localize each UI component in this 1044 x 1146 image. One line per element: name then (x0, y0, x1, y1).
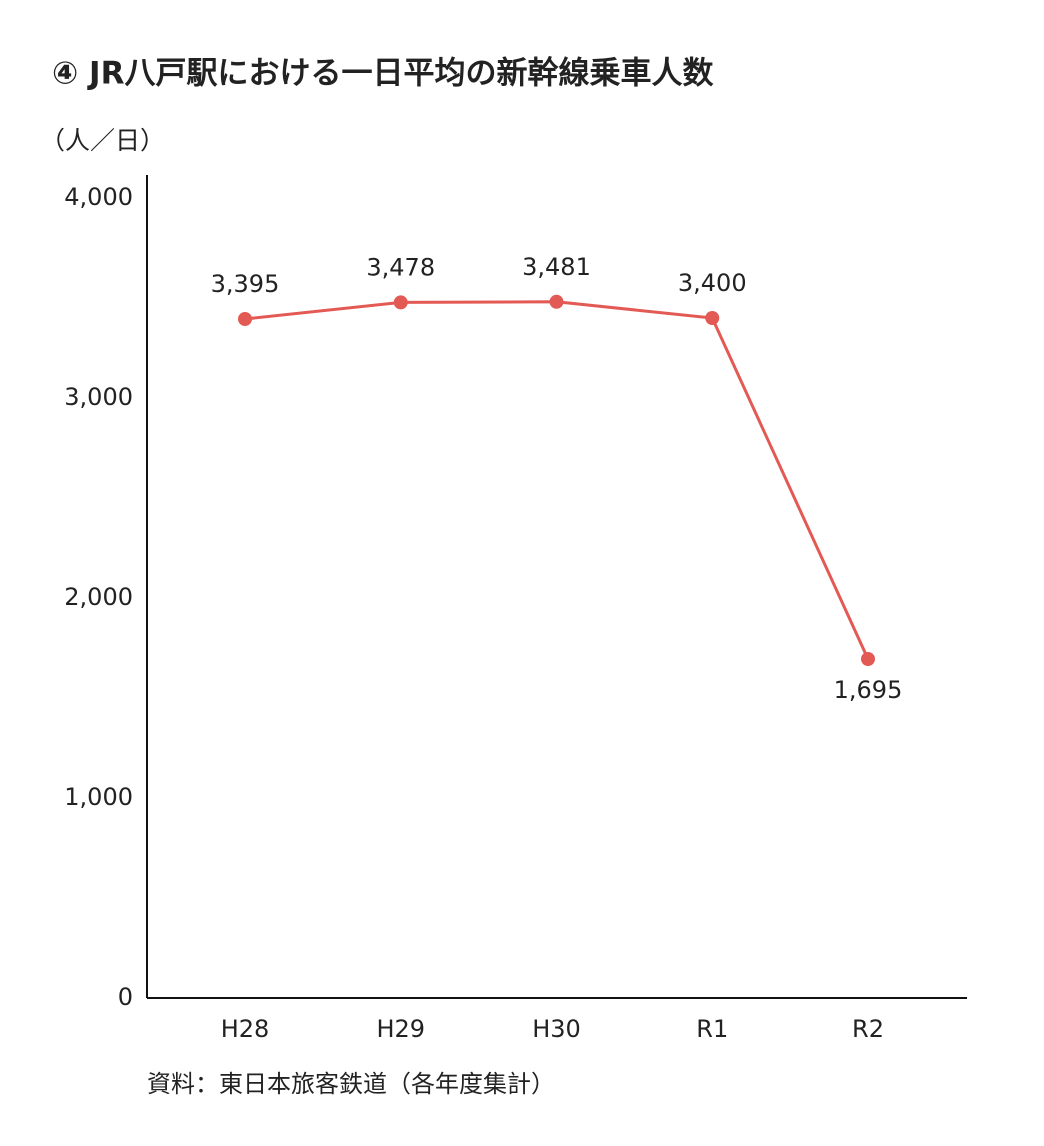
source-note: 資料：東日本旅客鉄道（各年度集計） (147, 1070, 555, 1098)
y-tick-label: 0 (118, 983, 133, 1011)
data-label: 3,395 (211, 270, 280, 298)
data-point (238, 312, 252, 326)
data-label: 1,695 (834, 676, 903, 704)
chart-title: ④ JR八戸駅における一日平均の新幹線乗車人数 (52, 56, 713, 92)
data-label: 3,400 (678, 269, 747, 297)
x-tick-label: H30 (532, 1015, 581, 1043)
data-point (549, 294, 564, 309)
data-point (705, 311, 720, 325)
x-tick-label: R1 (696, 1015, 728, 1043)
y-tick-label: 1,000 (64, 783, 133, 811)
y-tick-label: 2,000 (64, 583, 133, 611)
y-tick-label: 3,000 (64, 383, 133, 411)
x-tick-label: R2 (852, 1015, 884, 1043)
x-tick-label: H28 (221, 1015, 270, 1043)
y-tick-label: 4,000 (64, 183, 133, 211)
data-point (393, 295, 408, 310)
data-line (244, 300, 870, 660)
data-label: 3,481 (522, 253, 591, 281)
data-label: 3,478 (366, 253, 435, 281)
y-axis-label: （人／日） (40, 126, 165, 155)
data-point (861, 652, 875, 666)
x-tick-label: H29 (376, 1015, 425, 1043)
